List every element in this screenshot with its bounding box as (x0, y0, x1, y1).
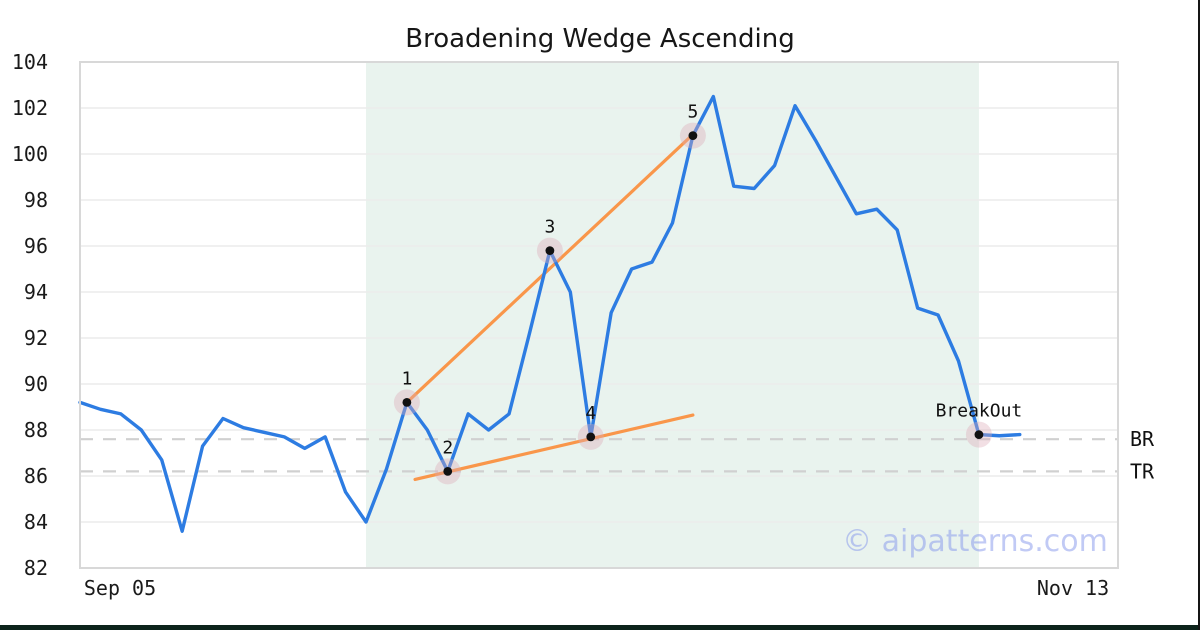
plot-frame (79, 61, 1119, 569)
y-tick-label-88: 88 (24, 418, 48, 442)
chart-title: Broadening Wedge Ascending (405, 24, 795, 54)
y-tick-label-100: 100 (12, 142, 48, 166)
trendline-lower (413, 413, 695, 482)
level-label-TR: TR (1130, 459, 1155, 483)
level-label-BR: BR (1130, 427, 1155, 451)
y-tick-label-104: 104 (12, 50, 48, 74)
y-tick-label-96: 96 (24, 234, 48, 258)
y-tick-label-92: 92 (24, 326, 48, 350)
chart-overlay: Broadening Wedge Ascending © aipatterns.… (405, 24, 1108, 559)
y-tick-label-102: 102 (12, 96, 48, 120)
marker-dot-1 (402, 398, 412, 407)
x-tick-label-1: Nov 13 (1037, 576, 1109, 600)
marker-label-3: 3 (544, 217, 555, 238)
marker-dot-2 (443, 467, 453, 476)
marker-label-1: 1 (401, 368, 412, 389)
trendline-upper (405, 132, 695, 404)
marker-label-5: 5 (687, 102, 698, 123)
y-tick-label-98: 98 (24, 188, 48, 212)
y-tick-label-94: 94 (24, 280, 48, 304)
marker-dot-BreakOut (974, 430, 984, 439)
y-tick-label-82: 82 (24, 556, 48, 580)
right-edge-border (1198, 0, 1200, 630)
y-tick-label-84: 84 (24, 510, 48, 534)
marker-label-4: 4 (585, 403, 596, 424)
marker-label-BreakOut: BreakOut (936, 401, 1023, 422)
marker-dot-3 (545, 246, 555, 256)
y-tick-label-86: 86 (24, 464, 48, 488)
bottom-accent-bar (0, 625, 1200, 630)
pattern-region (366, 63, 979, 567)
y-tick-label-90: 90 (24, 372, 48, 396)
marker-label-2: 2 (442, 437, 453, 458)
watermark: © aipatterns.com (842, 524, 1108, 559)
marker-dot-5 (688, 131, 698, 141)
x-tick-label-0: Sep 05 (84, 576, 156, 600)
marker-dot-4 (586, 432, 596, 442)
